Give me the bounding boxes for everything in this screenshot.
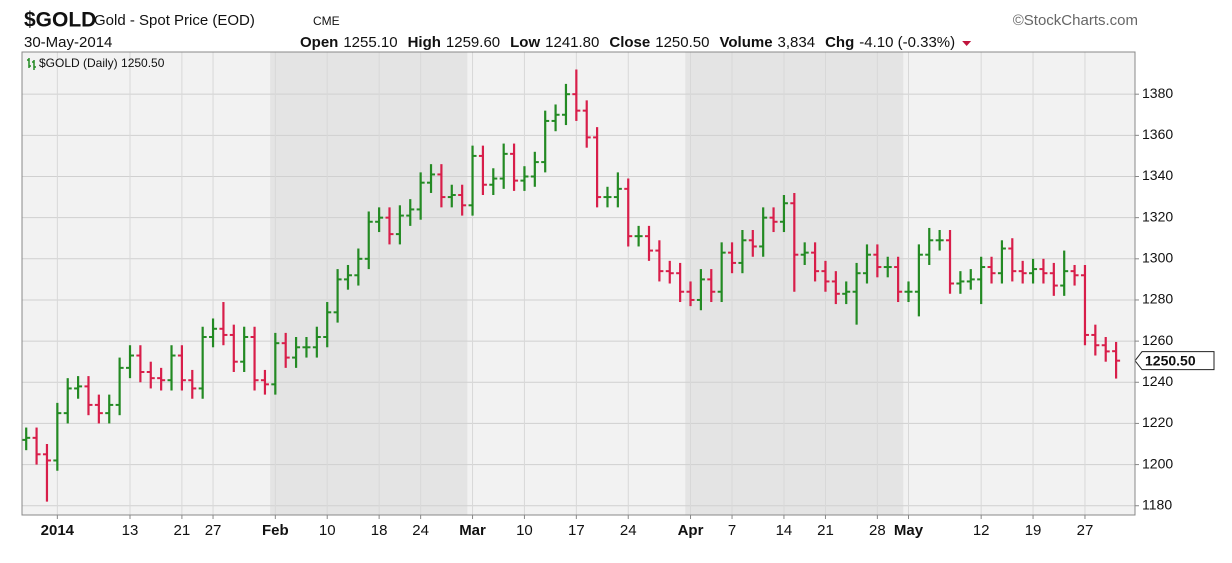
x-tick-label: 27 xyxy=(205,522,222,539)
x-tick-label: Feb xyxy=(262,522,289,539)
y-tick-label: 1360 xyxy=(1142,126,1173,142)
brand: ©StockCharts.com xyxy=(1013,12,1138,29)
x-tick-label: 2014 xyxy=(41,522,75,539)
y-tick-label: 1180 xyxy=(1142,496,1172,512)
x-tick-label: 28 xyxy=(869,522,886,539)
y-tick-label: 1260 xyxy=(1142,332,1173,348)
grid xyxy=(22,52,1135,515)
x-tick-label: 10 xyxy=(516,522,533,539)
y-tick-label: 1380 xyxy=(1142,85,1173,101)
field-value: 1250.50 xyxy=(655,34,709,51)
price-badge-label: 1250.50 xyxy=(1145,352,1196,368)
y-tick-label: 1320 xyxy=(1142,208,1173,224)
field-value: 1255.10 xyxy=(343,34,397,51)
legend-icon xyxy=(27,58,36,70)
field-value: -4.10 (-0.33%) xyxy=(859,34,955,51)
x-tick-label: 13 xyxy=(122,522,139,539)
legend-label: $GOLD (Daily) 1250.50 xyxy=(39,56,165,70)
x-tick-label: 21 xyxy=(174,522,191,539)
x-tick-label: 24 xyxy=(620,522,637,539)
plot-area xyxy=(21,51,1136,516)
field-label: Close xyxy=(609,34,650,51)
x-tick-label: 24 xyxy=(412,522,429,539)
x-tick-label: 14 xyxy=(776,522,793,539)
field-label: Open xyxy=(300,34,338,51)
x-tick-label: 7 xyxy=(728,522,736,539)
x-tick-label: 17 xyxy=(568,522,585,539)
field-value: 1259.60 xyxy=(446,34,500,51)
y-tick-label: 1300 xyxy=(1142,250,1173,266)
x-tick-label: Apr xyxy=(678,522,704,539)
x-tick-label: 12 xyxy=(973,522,990,539)
x-tick-label: 18 xyxy=(371,522,388,539)
x-tick-label: 21 xyxy=(817,522,834,539)
field-label: Chg xyxy=(825,34,854,51)
x-tick-label: 27 xyxy=(1077,522,1094,539)
field-label: High xyxy=(408,34,441,51)
date: 30-May-2014 xyxy=(24,34,112,51)
exchange: CME xyxy=(313,14,340,28)
plot-frame xyxy=(21,51,1136,516)
month-band xyxy=(270,52,468,515)
change-arrow xyxy=(962,41,972,46)
field-label: Volume xyxy=(719,34,772,51)
x-tick-label: 10 xyxy=(319,522,336,539)
x-tick-label: May xyxy=(894,522,924,539)
y-tick-label: 1200 xyxy=(1142,455,1173,471)
field-label: Low xyxy=(510,34,540,51)
price-badge xyxy=(1134,351,1215,371)
quote-fields: Open 1255.10 High 1259.60 Low 1241.80 Close 125… xyxy=(300,34,972,51)
x-tick-label: Mar xyxy=(459,522,486,539)
field-value: 3,834 xyxy=(778,34,816,51)
y-tick-label: 1280 xyxy=(1142,291,1173,307)
x-tick-label: 19 xyxy=(1025,522,1042,539)
axes: 1180 1200 1220 1240 1260 1280 1300 1320 1340 1360… xyxy=(41,85,1215,539)
legend: $GOLD (Daily) 1250.50 xyxy=(27,56,165,70)
y-tick-label: 1340 xyxy=(1142,167,1173,183)
symbol: $GOLD xyxy=(24,9,96,32)
y-tick-label: 1220 xyxy=(1142,414,1173,430)
field-value: 1241.80 xyxy=(545,34,599,51)
y-tick-label: 1240 xyxy=(1142,373,1173,389)
bars xyxy=(22,69,1121,502)
instrument-name: Gold - Spot Price (EOD) xyxy=(94,12,255,29)
